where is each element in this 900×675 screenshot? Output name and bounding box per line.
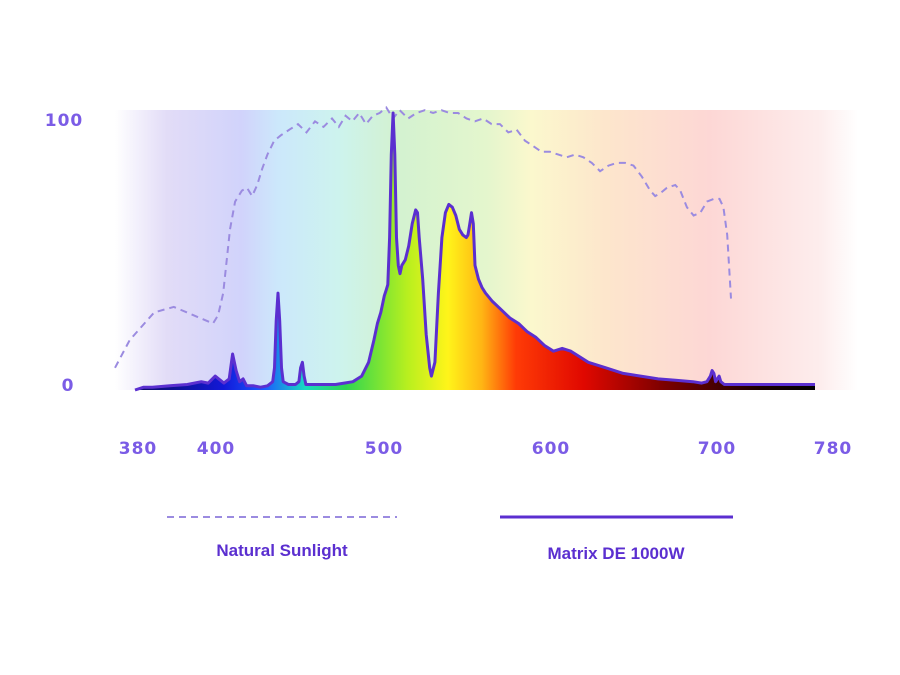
y-axis: 100 0 [45, 111, 84, 396]
legend-label-natural-sunlight: Natural Sunlight [216, 541, 348, 560]
series-area-matrix-de-1000w [135, 113, 815, 390]
x-tick-label: 700 [698, 439, 737, 459]
x-axis: 380 400 500 600 700 780 [119, 439, 853, 459]
y-tick-label: 0 [62, 376, 75, 396]
x-tick-label: 500 [365, 439, 404, 459]
series-line-natural-sunlight [114, 105, 732, 369]
legend: Natural Sunlight Matrix DE 1000W [167, 515, 733, 563]
y-tick-label: 100 [45, 111, 84, 131]
legend-label-matrix-de-1000w: Matrix DE 1000W [548, 544, 686, 563]
series-line-matrix-de-1000w [134, 111, 815, 392]
x-tick-label: 600 [532, 439, 571, 459]
x-tick-label: 400 [197, 439, 236, 459]
x-tick-label: 380 [119, 439, 158, 459]
x-tick-label: 780 [814, 439, 853, 459]
